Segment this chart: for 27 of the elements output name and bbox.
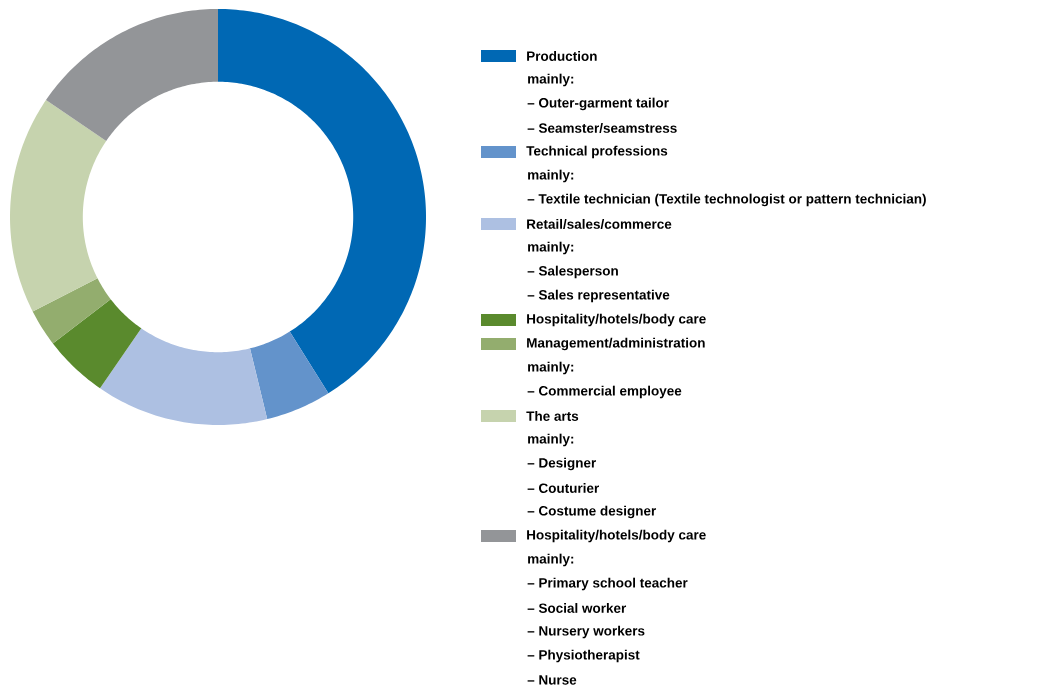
legend-label: Management/administration [527, 337, 705, 351]
text: – Social worker [527, 603, 627, 613]
legend-label: Technical professions [526, 145, 668, 159]
text: – Textile technician (Textile technologist or pattern technician) [527, 193, 926, 207]
text: – Seamster/seamstress [527, 122, 677, 134]
text: – Couturier [527, 483, 599, 493]
legend-label: Retail/sales/commerce [527, 218, 672, 230]
legend-label: The arts [526, 411, 579, 421]
legend-label: Production [527, 51, 597, 61]
legend-label: Hospitality/hotels/body care [527, 529, 706, 543]
text: – Designer [527, 457, 597, 471]
text: mainly: [528, 241, 574, 255]
text: mainly: [528, 169, 574, 183]
text: mainly: [528, 553, 574, 567]
text: – Commercial employee [527, 385, 682, 399]
text: mainly: [528, 433, 574, 447]
text: – Primary school teacher [527, 577, 688, 591]
text: – Nursery workers [527, 625, 645, 639]
text: – Outer-garment tailor [527, 97, 669, 111]
text: – Nurse [527, 675, 577, 685]
text: mainly: [528, 73, 574, 87]
legend-label: Hospitality/hotels/body care [527, 313, 706, 327]
text: mainly: [528, 361, 574, 375]
text: – Physiotherapist [527, 649, 640, 663]
text: – Salesperson [527, 265, 618, 279]
text: – Costume designer [527, 505, 657, 519]
text: – Sales representative [527, 289, 670, 303]
